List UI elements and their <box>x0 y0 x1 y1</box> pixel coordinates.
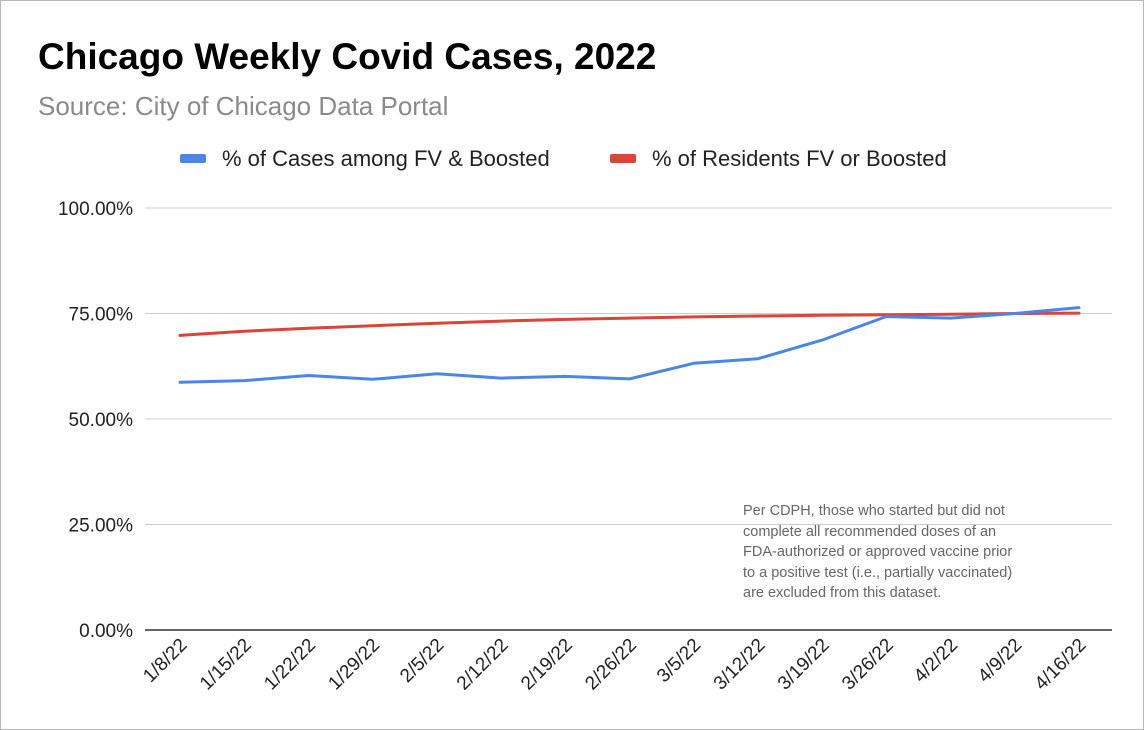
series-line <box>178 311 1081 337</box>
legend-label: % of Cases among FV & Boosted <box>222 146 550 171</box>
x-tick-label: 3/19/22 <box>774 635 834 695</box>
y-tick-label: 75.00% <box>69 305 134 326</box>
annotation-line: to a positive test (i.e., partially vacc… <box>743 564 1013 581</box>
x-tick-label: 1/22/22 <box>260 635 320 695</box>
y-tick-label: 0.00% <box>79 621 133 642</box>
x-tick-label: 3/26/22 <box>838 635 898 695</box>
y-axis-ticks: 0.00% 25.00% 50.00% 75.00% 100.00% <box>58 199 133 642</box>
x-tick-label: 3/12/22 <box>710 635 770 695</box>
annotation-line: Per CDPH, those who started but did not <box>743 503 1005 519</box>
legend-swatch <box>610 154 636 163</box>
x-tick-label: 1/15/22 <box>196 635 256 695</box>
gridlines <box>145 207 1112 631</box>
chart-title: Chicago Weekly Covid Cases, 2022 <box>38 36 657 77</box>
legend-label: % of Residents FV or Boosted <box>652 146 947 171</box>
x-tick-label: 4/2/22 <box>910 635 962 687</box>
annotation-line: are excluded from this dataset. <box>743 585 942 601</box>
y-tick-label: 25.00% <box>69 516 134 537</box>
series-line <box>178 306 1081 384</box>
x-tick-label: 4/16/22 <box>1031 635 1091 695</box>
y-tick-label: 50.00% <box>69 410 134 431</box>
x-axis-ticks: 1/8/22 1/15/22 1/22/22 1/29/22 2/5/22 2/12/22… <box>139 635 1090 695</box>
x-tick-label: 3/5/22 <box>653 635 705 687</box>
legend: % of Cases among FV & Boosted % of Reside… <box>180 146 947 171</box>
x-tick-label: 2/26/22 <box>581 635 641 695</box>
x-tick-label: 2/12/22 <box>453 635 513 695</box>
x-tick-label: 2/5/22 <box>396 635 448 687</box>
annotation-line: complete all recommended doses of an <box>743 523 997 540</box>
y-tick-label: 100.00% <box>58 199 133 220</box>
x-tick-label: 1/29/22 <box>324 635 384 695</box>
x-tick-label: 1/8/22 <box>139 635 191 687</box>
x-tick-label: 4/9/22 <box>974 635 1026 687</box>
x-tick-label: 2/19/22 <box>517 635 577 695</box>
chart-subtitle: Source: City of Chicago Data Portal <box>38 91 449 121</box>
annotation-line: FDA-authorized or approved vaccine prior <box>743 544 1013 560</box>
series-lines <box>178 306 1081 384</box>
chart-annotation: Per CDPH, those who started but did not c… <box>743 501 1083 604</box>
legend-swatch <box>180 154 206 163</box>
